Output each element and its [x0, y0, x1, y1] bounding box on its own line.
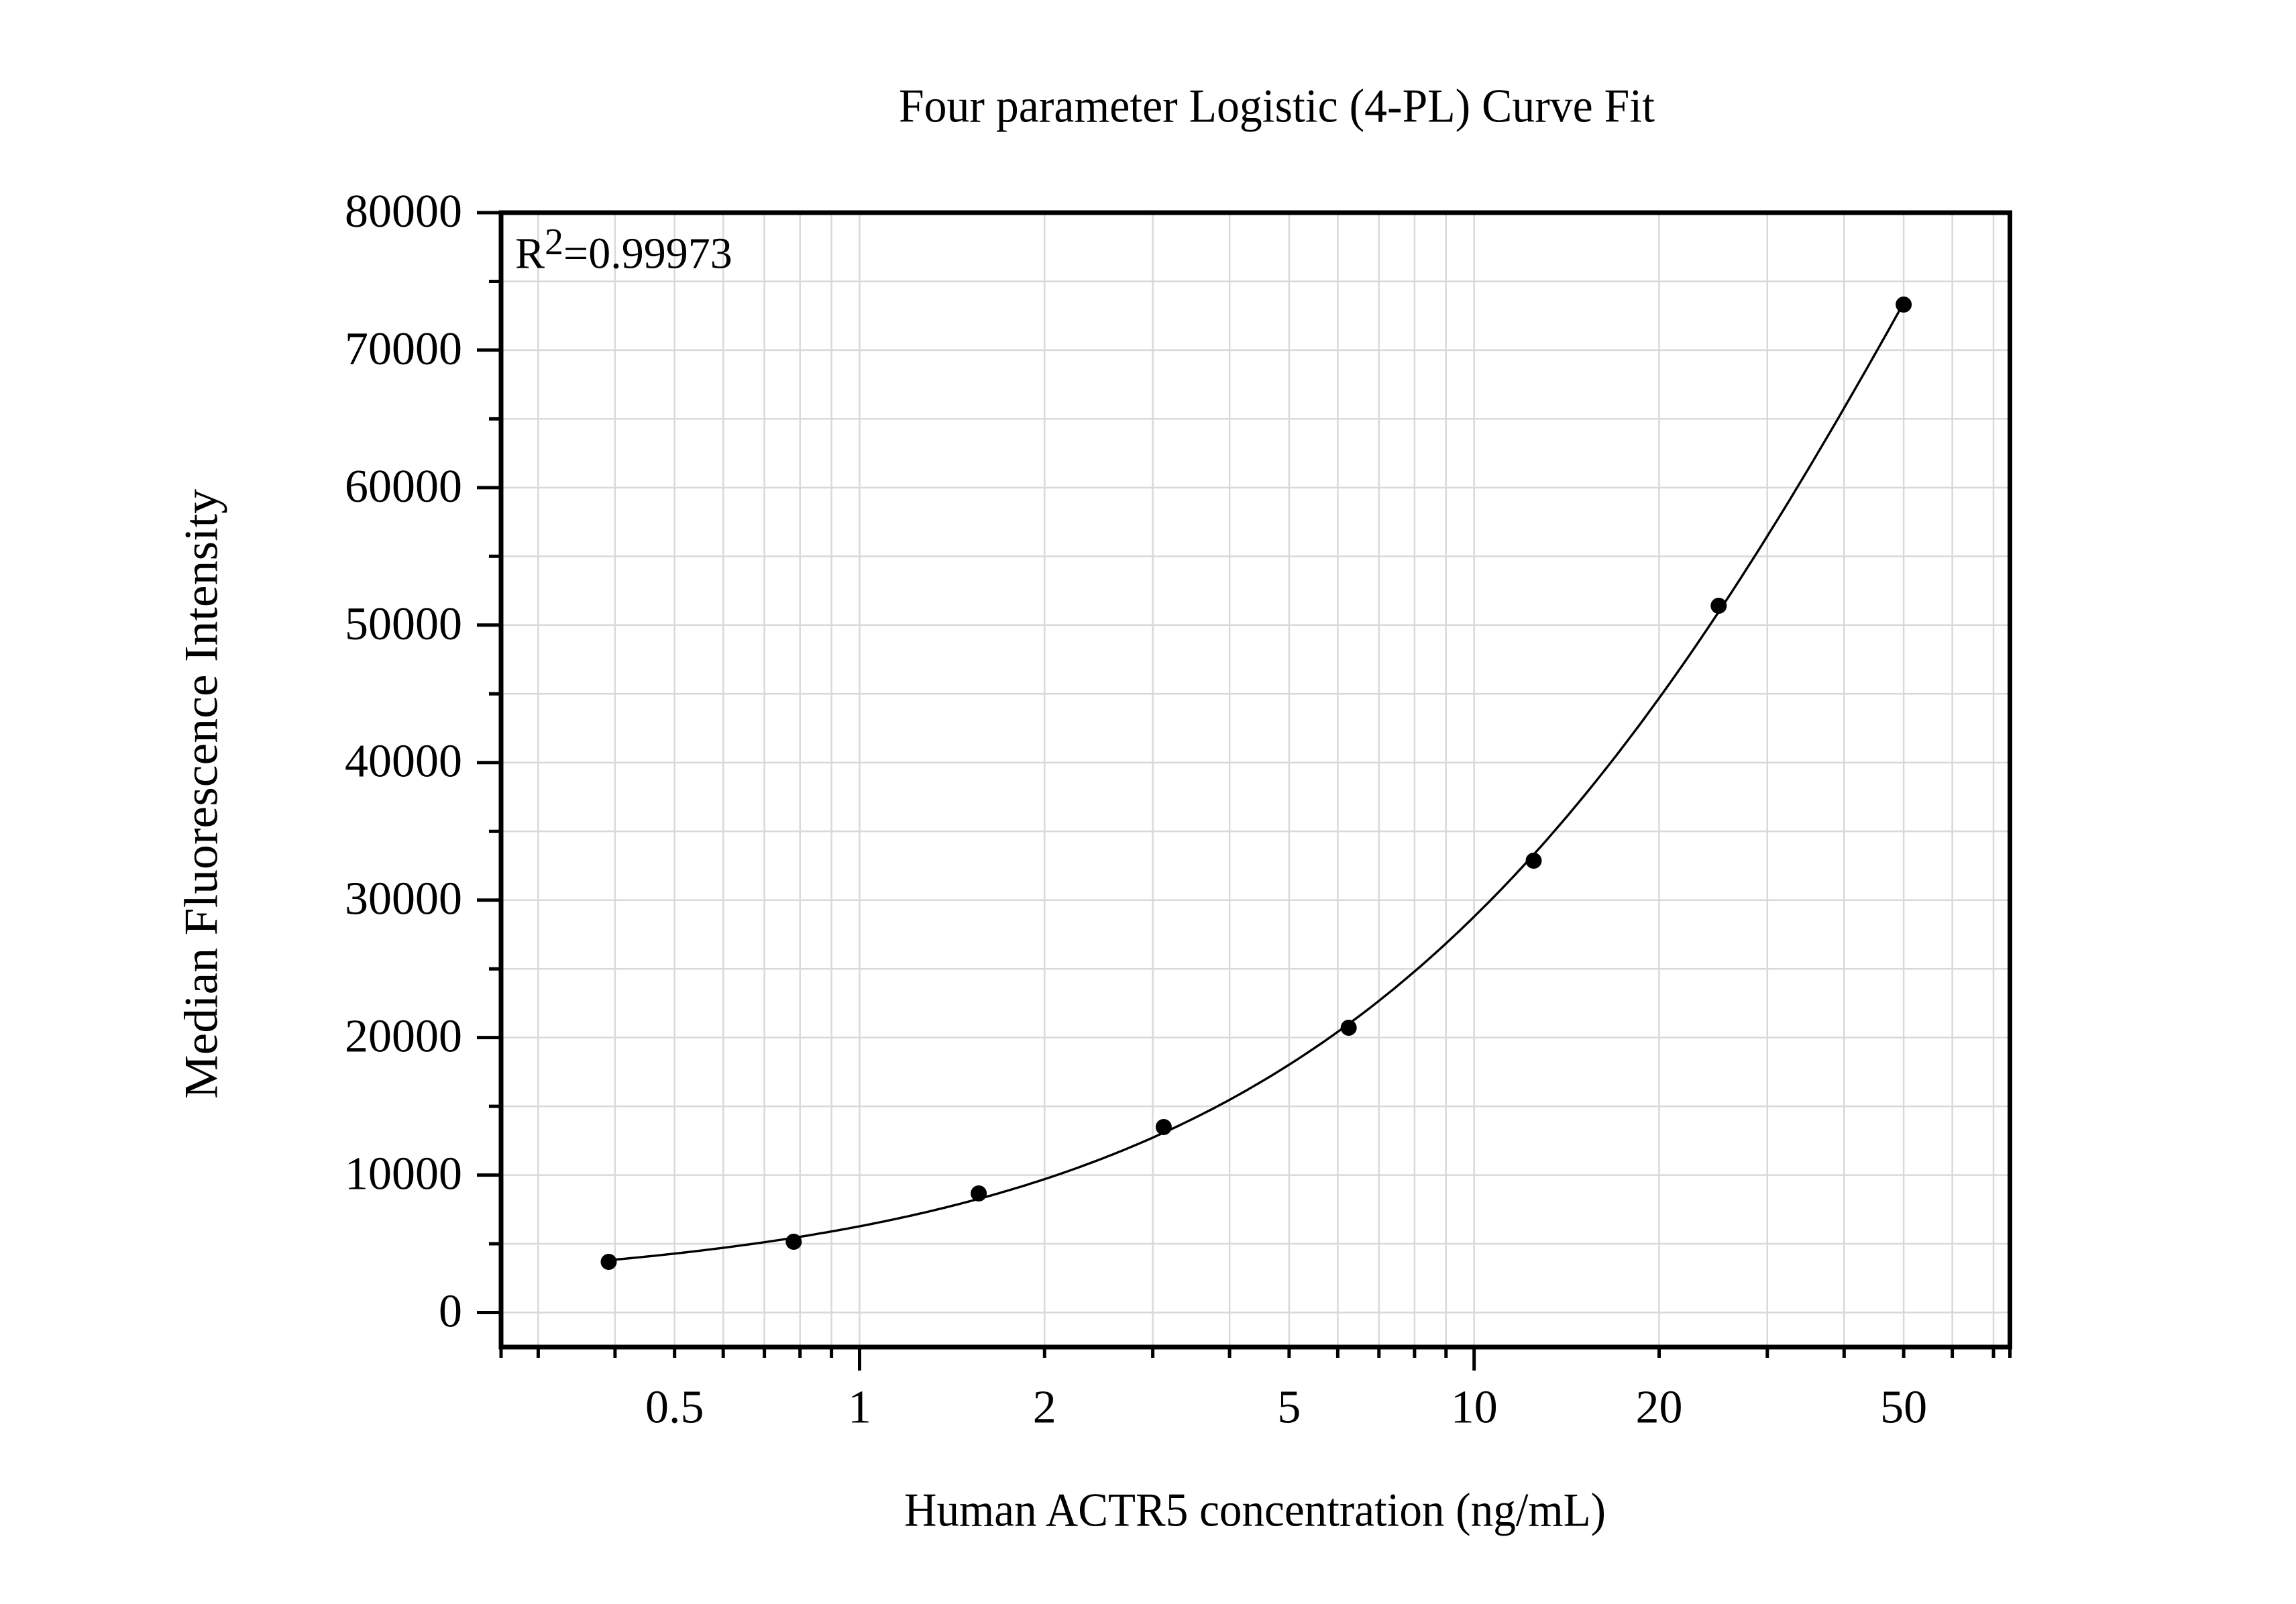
svg-text:5: 5	[1277, 1382, 1301, 1434]
svg-text:0.5: 0.5	[645, 1382, 704, 1434]
svg-text:20: 20	[1636, 1382, 1683, 1434]
svg-text:Median Fluorescence Intensity: Median Fluorescence Intensity	[176, 488, 228, 1099]
svg-text:10: 10	[1451, 1382, 1498, 1434]
svg-text:30000: 30000	[345, 873, 462, 925]
svg-text:0: 0	[439, 1286, 462, 1338]
svg-text:10000: 10000	[345, 1148, 462, 1200]
svg-text:20000: 20000	[345, 1011, 462, 1063]
svg-text:80000: 80000	[345, 186, 462, 237]
svg-text:60000: 60000	[345, 461, 462, 513]
svg-text:1: 1	[848, 1382, 871, 1434]
svg-text:50: 50	[1880, 1382, 1927, 1434]
svg-text:50000: 50000	[345, 598, 462, 650]
svg-text:2: 2	[1033, 1382, 1056, 1434]
svg-text:Human ACTR5 concentration (ng/: Human ACTR5 concentration (ng/mL)	[904, 1485, 1606, 1537]
svg-text:Four parameter Logistic (4-PL): Four parameter Logistic (4-PL) Curve Fit	[899, 81, 1655, 133]
svg-text:40000: 40000	[345, 736, 462, 788]
svg-text:R2=0.99973: R2=0.99973	[515, 221, 732, 278]
svg-text:70000: 70000	[345, 323, 462, 375]
